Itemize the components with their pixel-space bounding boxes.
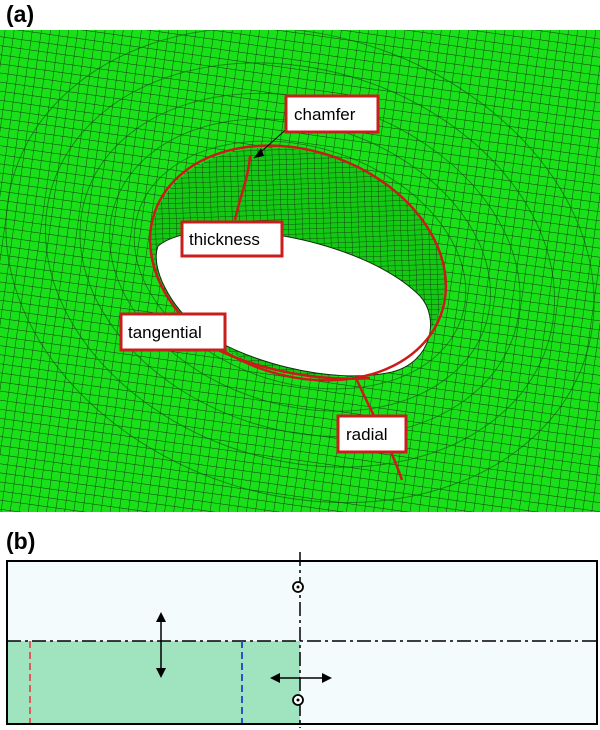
cross-section	[6, 552, 598, 728]
circle-dot-icon	[292, 581, 304, 593]
tangential-path	[217, 348, 371, 380]
callout-radial-text: radial	[346, 425, 388, 444]
callout-radial: radial	[336, 414, 408, 454]
callout-chamfer: chamfer	[284, 94, 380, 134]
callout-thickness: thickness	[180, 220, 284, 258]
chamfer-edge	[148, 144, 448, 382]
section-shaded-region	[8, 641, 300, 723]
callout-thickness-text: thickness	[189, 230, 260, 249]
panel-a-label: (a)	[6, 1, 34, 27]
vertical-double-arrow-icon	[156, 612, 166, 678]
chamfer-arrowhead	[254, 148, 264, 158]
mesh-plate	[0, 30, 600, 512]
callout-tangential-text: tangential	[128, 323, 202, 342]
section-outline-border	[6, 560, 598, 725]
circle-dot-icon	[292, 694, 304, 706]
callout-chamfer-text: chamfer	[294, 105, 356, 124]
thickness-path	[233, 155, 252, 221]
panel-b-label: (b)	[6, 528, 35, 554]
callout-tangential: tangential	[119, 312, 227, 352]
horizontal-double-arrow-icon	[270, 673, 332, 683]
